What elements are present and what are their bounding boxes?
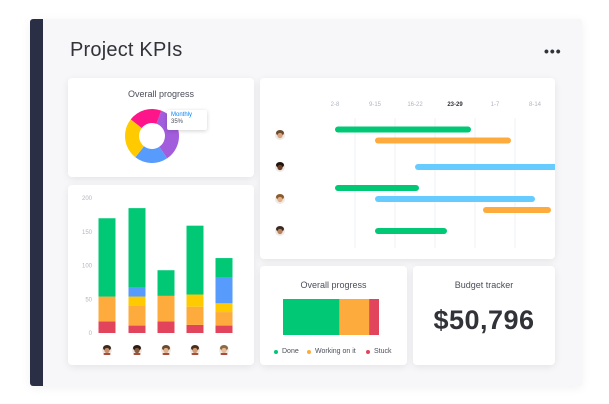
bar-segment[interactable]: [186, 324, 204, 333]
legend-done: Done: [274, 348, 299, 355]
legend-working-label: Working on it: [315, 348, 356, 355]
week-label[interactable]: 1-7: [491, 102, 500, 108]
bar-segment[interactable]: [128, 325, 146, 333]
budget-tracker-card: Budget tracker: [413, 266, 555, 365]
bar-segment[interactable]: [128, 208, 146, 288]
bar-segment[interactable]: [215, 325, 233, 333]
bar-segment[interactable]: [128, 296, 146, 306]
donut-chart[interactable]: [68, 78, 254, 177]
y-tick-label: 200: [82, 196, 93, 202]
y-tick-label: 100: [82, 264, 93, 270]
timeline-card: 2-8 9-15 16-22 23-29 1-7 8-14: [260, 78, 555, 259]
bar-segment[interactable]: [98, 321, 116, 333]
week-label[interactable]: 9-15: [369, 102, 382, 108]
bar-segment[interactable]: [157, 270, 175, 296]
bar-segment[interactable]: [128, 287, 146, 297]
week-label[interactable]: 16-22: [407, 102, 423, 108]
avatar[interactable]: [275, 162, 285, 172]
bar-segment[interactable]: [186, 306, 204, 325]
donut-card-title: Overall progress: [127, 89, 195, 99]
overall-progress-bar-card: Overall progress Done Working on it Stuc…: [260, 266, 407, 365]
legend-done-label: Done: [282, 348, 299, 355]
bar-segment[interactable]: [186, 294, 204, 307]
budget-value: $50,796: [433, 305, 535, 335]
timeline-bar[interactable]: [483, 207, 551, 213]
y-tick-label: 0: [89, 331, 93, 337]
bar-segment[interactable]: [98, 218, 116, 297]
more-options-icon[interactable]: •••: [544, 43, 562, 59]
week-label[interactable]: 2-8: [331, 102, 340, 108]
progress-stacked-bar[interactable]: [260, 266, 407, 365]
tooltip-value: 35%: [171, 119, 184, 125]
progress-segment-done[interactable]: [283, 299, 340, 335]
timeline-bar[interactable]: [375, 228, 447, 234]
progress-segment-working-on-it[interactable]: [339, 299, 370, 335]
bar-segment[interactable]: [215, 303, 233, 313]
progress-segment-stuck[interactable]: [369, 299, 379, 335]
y-tick-label: 50: [85, 297, 92, 303]
bar-segment[interactable]: [215, 312, 233, 326]
legend-working: Working on it: [307, 348, 356, 355]
stacked-bar-chart: 200 150 100 50 0: [82, 196, 233, 355]
avatar[interactable]: [132, 345, 142, 355]
timeline-bar[interactable]: [335, 126, 471, 133]
bar-segment[interactable]: [128, 306, 146, 326]
legend-stuck: Stuck: [366, 348, 392, 355]
bar-segment[interactable]: [215, 258, 233, 278]
avatar[interactable]: [190, 345, 200, 355]
frame-side-bar: [30, 19, 43, 386]
bar-segment[interactable]: [157, 295, 175, 322]
bar-segment[interactable]: [186, 225, 204, 295]
donut-slice-pink[interactable]: [130, 109, 162, 128]
timeline-bar[interactable]: [415, 164, 555, 170]
tooltip-label: Monthly: [171, 112, 193, 118]
legend-done-dot: [274, 349, 278, 354]
timeline-bar[interactable]: [375, 137, 511, 144]
bar-segment[interactable]: [98, 296, 116, 322]
avatar[interactable]: [102, 345, 112, 355]
bar-segment[interactable]: [215, 277, 233, 304]
avatar[interactable]: [275, 194, 285, 204]
avatar[interactable]: [275, 226, 285, 236]
y-tick-label: 150: [82, 230, 93, 236]
donut-slice-yellow[interactable]: [125, 119, 144, 158]
legend-stuck-dot: [366, 349, 370, 354]
donut-slice-blue[interactable]: [135, 146, 168, 163]
week-label[interactable]: 8-14: [529, 102, 542, 108]
avatar[interactable]: [219, 345, 229, 355]
page-title: Project KPIs: [70, 39, 183, 61]
avatar[interactable]: [161, 345, 171, 355]
donut-tooltip: Monthly 35%: [167, 110, 207, 130]
bar-segment[interactable]: [157, 321, 175, 333]
stacked-bar-chart-card: 200 150 100 50 0: [68, 185, 254, 365]
avatar[interactable]: [275, 130, 285, 140]
timeline-bar[interactable]: [335, 185, 419, 191]
timeline-chart: 2-8 9-15 16-22 23-29 1-7 8-14: [275, 102, 555, 248]
overall-progress-donut-card: Overall progress: [68, 78, 254, 177]
legend-stuck-label: Stuck: [374, 348, 392, 355]
legend-working-dot: [307, 349, 311, 354]
week-label[interactable]: 23-29: [447, 102, 463, 108]
budget-card-title: Budget tracker: [454, 280, 514, 290]
timeline-bar[interactable]: [375, 196, 535, 202]
progress-card-title: Overall progress: [300, 280, 367, 290]
